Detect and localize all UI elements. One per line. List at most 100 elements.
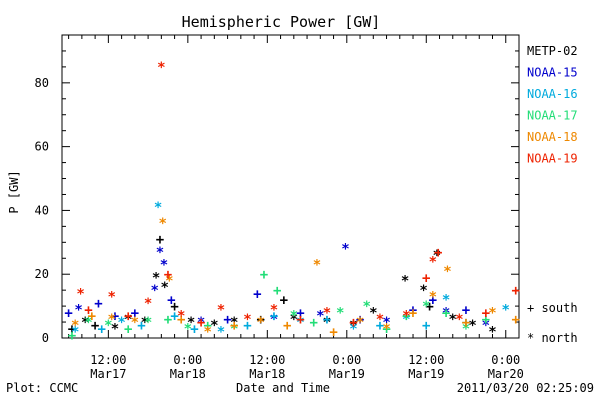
data-point-noaa-19-north: * xyxy=(144,296,152,312)
data-point-noaa-17-north: * xyxy=(144,315,152,331)
x-axis: 12:00Mar170:00Mar1812:00Mar180:00Mar1912… xyxy=(68,35,524,381)
data-point-noaa-19-north: * xyxy=(402,309,410,325)
data-point-noaa-17-north: * xyxy=(184,321,192,337)
marker-legend: + south * north xyxy=(527,301,578,345)
data-point-noaa-17-north: * xyxy=(290,309,298,325)
data-point-noaa-19-north: * xyxy=(455,312,463,328)
data-point-noaa-18-north: * xyxy=(158,216,166,232)
data-point-metp-02-south: + xyxy=(280,293,288,309)
x-tick-label-time: 0:00 xyxy=(491,353,520,367)
data-point-noaa-16-south: + xyxy=(170,309,178,325)
data-point-noaa-19-south: + xyxy=(197,315,205,331)
data-point-noaa-15-north: * xyxy=(156,245,164,261)
data-point-metp-02-north: * xyxy=(160,280,168,296)
data-point-noaa-17-south: + xyxy=(260,267,268,283)
data-point-noaa-15-north: * xyxy=(316,309,324,325)
data-point-noaa-18-south: + xyxy=(88,309,96,325)
y-tick-label: 60 xyxy=(35,140,49,154)
data-point-noaa-17-north: * xyxy=(422,299,430,315)
data-point-metp-02-north: * xyxy=(349,318,357,334)
data-point-noaa-19-south: + xyxy=(349,315,357,331)
data-point-noaa-19-south: + xyxy=(84,302,92,318)
data-point-metp-02-north: * xyxy=(187,315,195,331)
data-point-noaa-15-north: * xyxy=(341,242,349,258)
data-point-metp-02-south: + xyxy=(68,321,76,337)
data-point-noaa-15-south: + xyxy=(94,296,102,312)
marker-legend-south: + south xyxy=(527,301,578,315)
data-point-noaa-16-south: + xyxy=(270,309,278,325)
data-point-metp-02-south: + xyxy=(425,299,433,315)
data-point-noaa-19-north: * xyxy=(429,254,437,270)
data-point-noaa-19-north: * xyxy=(323,305,331,321)
data-point-noaa-19-south: + xyxy=(124,309,132,325)
data-point-noaa-17-south: + xyxy=(442,305,450,321)
data-point-noaa-15-south: + xyxy=(462,302,470,318)
legend-item-noaa-16: NOAA-16 xyxy=(527,87,578,101)
data-point-noaa-15-north: * xyxy=(270,312,278,328)
data-point-noaa-16-south: + xyxy=(98,321,106,337)
data-point-noaa-16-south: + xyxy=(190,321,198,337)
data-point-noaa-16-north: * xyxy=(217,325,225,341)
data-point-noaa-18-south: + xyxy=(283,318,291,334)
data-point-noaa-18-north: * xyxy=(429,290,437,306)
data-point-noaa-19-north: * xyxy=(177,309,185,325)
data-point-noaa-18-north: * xyxy=(256,315,264,331)
data-point-noaa-17-south: + xyxy=(273,283,281,299)
x-tick-label-date: Mar18 xyxy=(170,367,206,381)
data-point-noaa-18-north: * xyxy=(313,258,321,274)
data-point-noaa-16-south: + xyxy=(137,318,145,334)
data-point-noaa-16-north: * xyxy=(349,321,357,337)
data-point-noaa-16-south: + xyxy=(376,318,384,334)
legend-item-noaa-17: NOAA-17 xyxy=(527,109,578,123)
x-tick-label-time: 0:00 xyxy=(173,353,202,367)
data-point-noaa-15-south: + xyxy=(223,312,231,328)
data-point-metp-02-south: + xyxy=(256,312,264,328)
data-point-metp-02-north: * xyxy=(488,325,496,341)
data-point-noaa-15-north: * xyxy=(382,315,390,331)
data-point-noaa-18-south: + xyxy=(462,315,470,331)
data-point-noaa-16-north: * xyxy=(402,312,410,328)
data-point-noaa-19-south: + xyxy=(422,270,430,286)
data-point-noaa-18-south: + xyxy=(409,305,417,321)
y-tick-label: 0 xyxy=(42,331,49,345)
data-point-noaa-17-north: * xyxy=(104,318,112,334)
data-point-noaa-18-south: + xyxy=(511,312,519,328)
x-tick-label-time: 12:00 xyxy=(90,353,126,367)
data-point-noaa-19-south: + xyxy=(434,245,442,261)
data-point-noaa-18-north: * xyxy=(203,325,211,341)
x-axis-label: Date and Time xyxy=(236,381,330,395)
data-point-noaa-19-south: + xyxy=(482,305,490,321)
data-point-noaa-15-south: + xyxy=(131,305,139,321)
data-point-metp-02-north: * xyxy=(449,312,457,328)
data-point-metp-02-south: + xyxy=(170,299,178,315)
data-point-metp-02-north: * xyxy=(468,318,476,334)
data-point-noaa-19-south: + xyxy=(511,283,519,299)
y-axis: 0 20 40 60 80 xyxy=(35,34,519,345)
plot-timestamp: 2011/03/20 02:25:09 xyxy=(457,381,594,395)
data-point-noaa-17-south: + xyxy=(68,328,76,344)
chart-title: Hemispheric Power [GW] xyxy=(182,13,381,31)
legend-item-noaa-19: NOAA-19 xyxy=(527,152,578,166)
data-point-metp-02-north: * xyxy=(401,274,409,290)
plot-frame xyxy=(61,34,520,339)
y-axis-label: P [GW] xyxy=(7,170,21,213)
data-point-noaa-18-south: + xyxy=(230,318,238,334)
data-point-noaa-18-north: * xyxy=(382,321,390,337)
data-point-noaa-17-south: + xyxy=(482,312,490,328)
legend-item-noaa-15: NOAA-15 xyxy=(527,66,578,80)
data-point-noaa-17-south: + xyxy=(124,321,132,337)
x-tick-label-date: Mar19 xyxy=(329,367,365,381)
data-point-noaa-17-south: + xyxy=(402,309,410,325)
data-point-noaa-18-south: + xyxy=(177,312,185,328)
data-point-noaa-15-north: * xyxy=(151,283,159,299)
data-point-noaa-15-south: + xyxy=(429,293,437,309)
legend-item-noaa-18: NOAA-18 xyxy=(527,130,578,144)
data-point-metp-02-south: + xyxy=(91,318,99,334)
data-point-noaa-16-north: * xyxy=(117,315,125,331)
data-point-metp-02-north: * xyxy=(369,305,377,321)
data-point-noaa-15-north: * xyxy=(74,302,82,318)
data-point-noaa-18-north: * xyxy=(131,315,139,331)
legend-item-metp-02: METP-02 xyxy=(527,44,578,58)
data-point-noaa-19-south: + xyxy=(296,312,304,328)
